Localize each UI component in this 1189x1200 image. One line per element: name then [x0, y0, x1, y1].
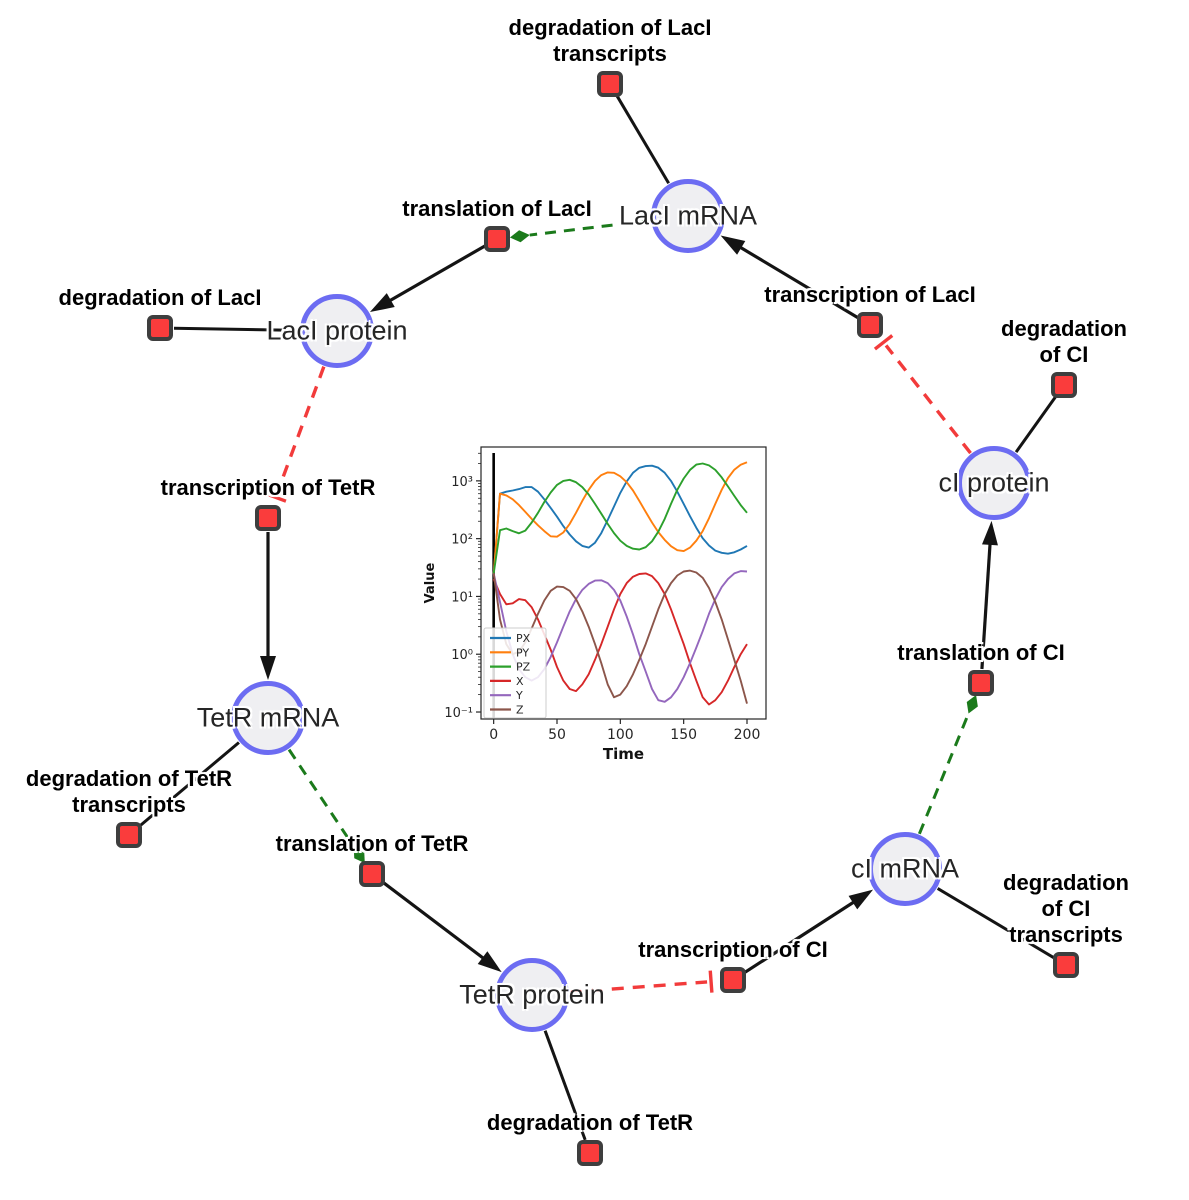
edge-reactant	[936, 887, 1055, 960]
legend-item-PZ: PZ	[516, 661, 531, 674]
legend-item-Y: Y	[515, 689, 523, 702]
reaction-node-degradation-ci-transcripts[interactable]	[1053, 952, 1079, 978]
edge-inhibition	[569, 980, 708, 994]
edge-inhibition-tbar	[873, 334, 894, 351]
reaction-label-degradation-tetr: degradation of TetR	[486, 1110, 694, 1136]
reaction-node-transcription-tetr[interactable]	[255, 505, 281, 531]
species-label-laci-protein: LacI protein	[266, 315, 408, 346]
reaction-node-degradation-tetr[interactable]	[577, 1140, 603, 1166]
species-node-tetr-protein[interactable]	[495, 958, 569, 1032]
edge-product	[743, 898, 859, 974]
reaction-label-degradation-ci-transcripts: degradation of CI transcripts	[1003, 870, 1129, 948]
y-tick-label: 10²	[451, 533, 473, 548]
series-PZ	[492, 462, 748, 574]
inset-plot: 0 50 100 150 200 10⁻¹ 10⁰ 10¹ 10² 10³ Time Value PX P…	[420, 435, 780, 765]
y-tick-label: 10⁻¹	[444, 706, 473, 721]
species-node-ci-protein[interactable]	[957, 446, 1031, 520]
reaction-node-degradation-laci[interactable]	[147, 315, 173, 341]
reaction-node-degradation-laci-transcripts[interactable]	[597, 71, 623, 97]
reaction-node-translation-tetr[interactable]	[359, 861, 385, 887]
edge-reactant	[543, 1030, 587, 1141]
edge-product	[382, 881, 489, 963]
reaction-node-degradation-ci[interactable]	[1051, 372, 1077, 398]
edge-product-arrowhead	[477, 951, 502, 973]
x-tick-label: 100	[607, 727, 634, 743]
reaction-label-transcription-laci: transcription of LacI	[764, 282, 976, 308]
x-tick-label: 0	[489, 727, 498, 743]
species-node-laci-mrna[interactable]	[651, 179, 725, 253]
species-node-laci-protein[interactable]	[300, 294, 374, 368]
edge-product	[980, 538, 992, 670]
legend-box	[483, 627, 547, 719]
edge-product-arrowhead	[981, 520, 998, 546]
species-label-laci-mrna: LacI mRNA	[618, 200, 758, 231]
species-node-ci-mrna[interactable]	[868, 832, 942, 906]
y-tick-label: 10³	[451, 475, 473, 490]
edge-modifier	[529, 219, 651, 237]
series-Z	[492, 569, 748, 704]
species-label-ci-protein: cI protein	[938, 467, 1050, 498]
legend-item-Z: Z	[516, 704, 524, 717]
edge-modifier	[287, 748, 355, 848]
edge-reactant	[173, 326, 300, 332]
reaction-label-transcription-ci: transcription of CI	[638, 937, 828, 963]
edge-modifier-diamond	[353, 846, 365, 864]
edge-modifier	[917, 712, 970, 835]
edge-product	[735, 243, 859, 320]
legend-item-X: X	[516, 675, 524, 688]
legend-item-PY: PY	[516, 646, 529, 659]
series-X	[492, 572, 748, 706]
reaction-node-transcription-ci[interactable]	[720, 967, 746, 993]
y-axis-label: Value	[423, 562, 438, 603]
reaction-label-translation-laci: translation of LacI	[402, 196, 592, 222]
reaction-node-translation-ci[interactable]	[968, 670, 994, 696]
edge-reactant	[138, 741, 240, 828]
edge-inhibition	[275, 366, 326, 495]
reaction-label-degradation-tetr-transcripts: degradation of TetR transcripts	[25, 766, 233, 818]
x-tick-label: 50	[548, 727, 566, 743]
reaction-label-transcription-tetr: transcription of TetR	[160, 475, 376, 501]
edge-product-arrowhead	[848, 889, 874, 910]
reaction-label-degradation-laci-transcripts: degradation of LacI transcripts	[508, 15, 712, 67]
species-node-tetr-mrna[interactable]	[231, 681, 305, 755]
x-tick-label: 200	[734, 727, 761, 743]
edge-inhibition	[884, 344, 972, 455]
reaction-label-degradation-laci: degradation of LacI	[58, 285, 262, 311]
edge-inhibition-tbar	[264, 491, 287, 503]
reaction-label-translation-tetr: translation of TetR	[275, 831, 469, 857]
edge-product-arrowhead	[369, 293, 395, 313]
series-PX	[492, 464, 748, 574]
series-PY	[492, 461, 748, 574]
edge-product	[384, 244, 486, 305]
edge-modifier-diamond	[966, 695, 978, 714]
edge-inhibition-tbar	[708, 970, 714, 993]
edge-product-arrowhead	[260, 656, 276, 680]
reaction-label-translation-ci: translation of CI	[897, 640, 1065, 666]
species-label-tetr-mrna: TetR mRNA	[196, 702, 340, 733]
reaction-node-transcription-laci[interactable]	[857, 312, 883, 338]
edge-product-arrowhead	[720, 235, 746, 255]
x-axis-label: Time	[603, 745, 644, 763]
edge-reactant	[615, 95, 670, 185]
reaction-node-degradation-tetr-transcripts[interactable]	[116, 822, 142, 848]
species-label-ci-mrna: cI mRNA	[851, 853, 959, 884]
reaction-node-translation-laci[interactable]	[484, 226, 510, 252]
species-label-tetr-protein: TetR protein	[459, 979, 605, 1010]
reaction-label-degradation-ci: degradation of CI	[1001, 316, 1127, 368]
y-tick-label: 10¹	[451, 590, 473, 605]
x-tick-label: 150	[670, 727, 697, 743]
legend-item-PX: PX	[516, 632, 531, 645]
edge-reactant	[1014, 395, 1058, 453]
chart-svg: 0 50 100 150 20010⁻¹10⁰10¹10²10³TimeValuePXP…	[423, 446, 767, 763]
edge-modifier-diamond	[509, 230, 530, 243]
y-tick-label: 10⁰	[451, 648, 473, 663]
